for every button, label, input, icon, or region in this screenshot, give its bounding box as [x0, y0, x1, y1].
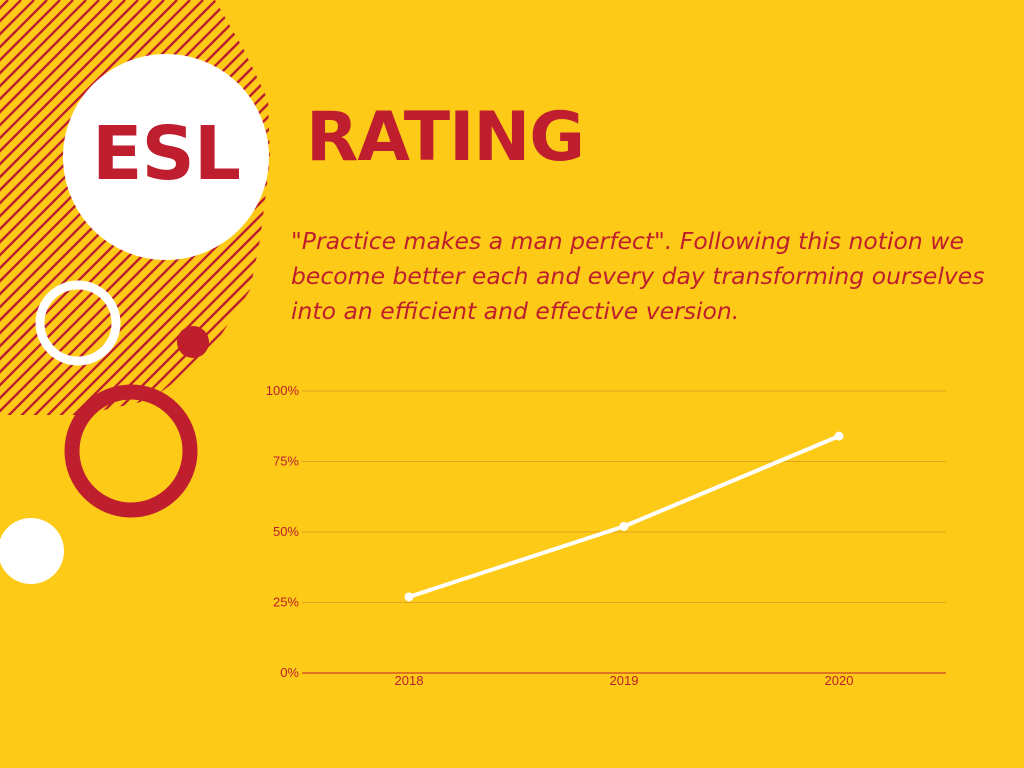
- stripe-line: [84, 0, 270, 415]
- stripe-line: [0, 0, 178, 415]
- stripe-line: [45, 0, 270, 415]
- stripe-line: [0, 0, 87, 415]
- red-ring: [64, 384, 198, 518]
- stripe-line: [110, 0, 270, 415]
- y-tick-label: 75%: [273, 454, 299, 469]
- x-tick-label: 2019: [610, 673, 639, 688]
- stripe-line: [0, 0, 100, 415]
- white-dot: [0, 518, 64, 584]
- stripe-line: [0, 0, 74, 415]
- series-line: [407, 434, 841, 599]
- data-point: [404, 592, 414, 602]
- y-tick-label: 0%: [280, 665, 299, 680]
- stripe-line: [0, 0, 126, 415]
- quote-text: "Practice makes a man perfect". Followin…: [291, 227, 985, 325]
- stripe-line: [71, 0, 270, 415]
- stripe-line: [0, 0, 152, 415]
- stripe-line: [97, 0, 270, 415]
- stripe-line: [0, 0, 113, 415]
- page-title: RATING: [306, 98, 585, 177]
- x-tick-label: 2018: [395, 673, 424, 688]
- esl-badge-text: ESL: [92, 111, 241, 197]
- data-point: [619, 521, 629, 531]
- y-tick-label: 100%: [266, 383, 300, 398]
- y-tick-label: 25%: [273, 595, 299, 610]
- stripe-line: [58, 0, 270, 415]
- stripe-line: [0, 0, 165, 415]
- esl-badge: ESL: [63, 54, 269, 260]
- stripe-line: [123, 0, 270, 415]
- white-ring: [35, 280, 121, 366]
- stripe-line: [0, 0, 139, 415]
- x-tick-label: 2020: [825, 673, 854, 688]
- y-tick-label: 50%: [273, 524, 299, 539]
- small-red-dot: [177, 326, 209, 358]
- data-point: [834, 431, 844, 441]
